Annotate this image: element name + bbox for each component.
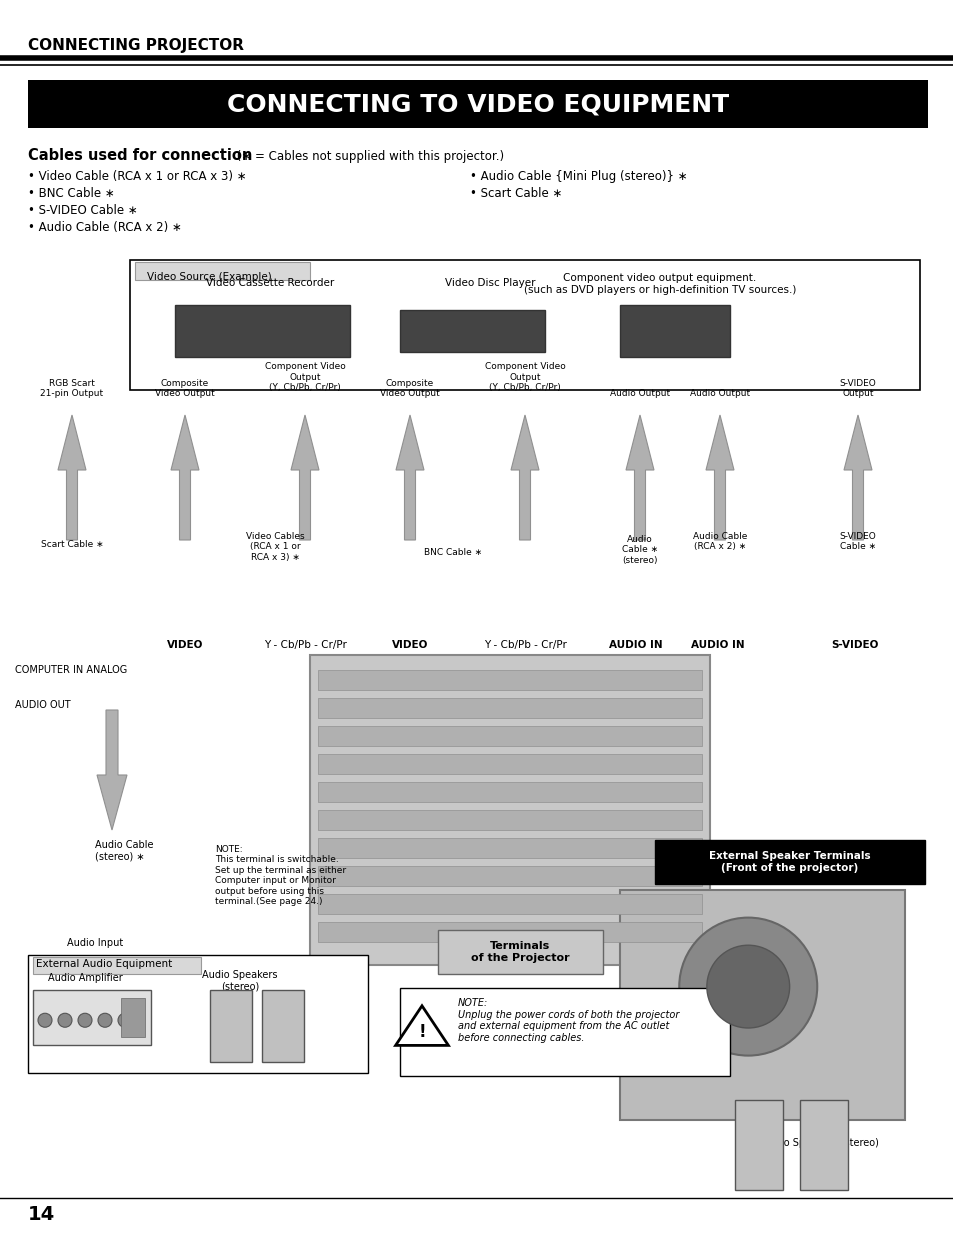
Polygon shape: [395, 1005, 448, 1045]
Bar: [437, 930, 602, 974]
Polygon shape: [58, 415, 86, 540]
Text: Video Cables
(RCA x 1 or
RCA x 3) ∗: Video Cables (RCA x 1 or RCA x 3) ∗: [246, 532, 304, 562]
Text: CONNECTING TO VIDEO EQUIPMENT: CONNECTING TO VIDEO EQUIPMENT: [227, 91, 728, 116]
Text: S-VIDEO: S-VIDEO: [830, 640, 878, 650]
Polygon shape: [625, 415, 654, 540]
Text: Audio Speakers
(stereo): Audio Speakers (stereo): [202, 969, 277, 992]
Bar: [210, 990, 252, 1062]
Text: Audio Output: Audio Output: [609, 389, 669, 398]
Bar: [121, 998, 145, 1037]
Text: (∗ = Cables not supplied with this projector.): (∗ = Cables not supplied with this proje…: [233, 149, 503, 163]
Polygon shape: [97, 710, 127, 830]
Circle shape: [679, 918, 817, 1056]
Text: AUDIO IN: AUDIO IN: [691, 640, 744, 650]
Text: Audio
Cable ∗
(stereo): Audio Cable ∗ (stereo): [621, 535, 658, 564]
Polygon shape: [291, 415, 318, 540]
Circle shape: [706, 945, 789, 1028]
Circle shape: [98, 1013, 112, 1028]
Circle shape: [118, 1013, 132, 1028]
Text: Audio Speakers (stereo): Audio Speakers (stereo): [760, 1137, 878, 1149]
Polygon shape: [171, 415, 199, 540]
Text: Y - Cb/Pb - Cr/Pr: Y - Cb/Pb - Cr/Pr: [483, 640, 566, 650]
Text: External Audio Equipment: External Audio Equipment: [36, 960, 172, 969]
Text: NOTE:
This terminal is switchable.
Set up the terminal as either
Computer input : NOTE: This terminal is switchable. Set u…: [214, 845, 346, 906]
Bar: [317, 923, 701, 942]
Text: Audio Amplifier: Audio Amplifier: [48, 973, 122, 983]
Bar: [317, 810, 701, 830]
Bar: [33, 957, 201, 974]
Polygon shape: [843, 415, 871, 540]
Bar: [317, 755, 701, 774]
Bar: [33, 990, 151, 1045]
Text: VIDEO: VIDEO: [392, 640, 428, 650]
Bar: [135, 262, 310, 280]
Bar: [310, 655, 709, 965]
Text: NOTE:
Unplug the power cords of both the projector
and external equipment from t: NOTE: Unplug the power cords of both the…: [457, 998, 679, 1042]
Polygon shape: [511, 415, 538, 540]
Text: VIDEO: VIDEO: [167, 640, 203, 650]
Text: • Video Cable (RCA x 1 or RCA x 3) ∗: • Video Cable (RCA x 1 or RCA x 3) ∗: [28, 170, 247, 183]
Bar: [317, 726, 701, 746]
Text: Audio Input: Audio Input: [67, 939, 123, 948]
Text: Y - Cb/Pb - Cr/Pr: Y - Cb/Pb - Cr/Pr: [263, 640, 346, 650]
Text: Component Video
Output
(Y, Cb/Pb, Cr/Pr): Component Video Output (Y, Cb/Pb, Cr/Pr): [484, 362, 565, 391]
Text: Audio Cable
(stereo) ∗: Audio Cable (stereo) ∗: [95, 840, 153, 862]
Text: Video Source (Example): Video Source (Example): [147, 272, 272, 282]
Bar: [317, 866, 701, 885]
Text: Composite
Video Output: Composite Video Output: [379, 379, 439, 398]
Text: • BNC Cable ∗: • BNC Cable ∗: [28, 186, 114, 200]
Bar: [734, 1100, 782, 1191]
Bar: [174, 305, 350, 357]
Bar: [130, 261, 919, 390]
Text: • S-VIDEO Cable ∗: • S-VIDEO Cable ∗: [28, 204, 137, 217]
Text: • Audio Cable (RCA x 2) ∗: • Audio Cable (RCA x 2) ∗: [28, 221, 182, 233]
Bar: [619, 890, 904, 1120]
Text: CONNECTING PROJECTOR: CONNECTING PROJECTOR: [28, 38, 244, 53]
Bar: [399, 988, 729, 1076]
Polygon shape: [395, 415, 423, 540]
Bar: [317, 698, 701, 718]
Bar: [317, 671, 701, 690]
Bar: [262, 990, 304, 1062]
Polygon shape: [705, 415, 733, 540]
Text: Component video output equipment.
(such as DVD players or high-definition TV sou: Component video output equipment. (such …: [523, 273, 796, 295]
Text: Scart Cable ∗: Scart Cable ∗: [41, 540, 103, 550]
Text: 14: 14: [28, 1205, 55, 1224]
Bar: [317, 782, 701, 802]
Text: Audio Output: Audio Output: [689, 389, 749, 398]
Text: AUDIO OUT: AUDIO OUT: [15, 700, 71, 710]
Text: BNC Cable ∗: BNC Cable ∗: [423, 548, 481, 557]
Circle shape: [58, 1013, 71, 1028]
Text: AUDIO IN: AUDIO IN: [609, 640, 662, 650]
Text: • Audio Cable {Mini Plug (stereo)} ∗: • Audio Cable {Mini Plug (stereo)} ∗: [470, 170, 687, 183]
Text: S-VIDEO
Output: S-VIDEO Output: [839, 379, 876, 398]
Text: COMPUTER IN ANALOG: COMPUTER IN ANALOG: [15, 664, 127, 676]
Bar: [800, 1100, 847, 1191]
Text: External Speaker Terminals
(Front of the projector): External Speaker Terminals (Front of the…: [708, 851, 870, 873]
Circle shape: [78, 1013, 91, 1028]
Text: !: !: [417, 1023, 425, 1041]
Text: Terminals
of the Projector: Terminals of the Projector: [471, 941, 569, 963]
Bar: [399, 310, 544, 352]
Text: RGB Scart
21-pin Output: RGB Scart 21-pin Output: [40, 379, 104, 398]
Text: S-VIDEO
Cable ∗: S-VIDEO Cable ∗: [839, 532, 876, 551]
Bar: [619, 305, 729, 357]
Bar: [317, 894, 701, 914]
Bar: [28, 80, 927, 128]
Text: Video Disc Player: Video Disc Player: [444, 278, 535, 288]
Bar: [317, 839, 701, 858]
Text: • Scart Cable ∗: • Scart Cable ∗: [470, 186, 561, 200]
Text: Composite
Video Output: Composite Video Output: [155, 379, 214, 398]
Circle shape: [38, 1013, 52, 1028]
Text: Cables used for connection: Cables used for connection: [28, 148, 253, 163]
Bar: [28, 955, 368, 1073]
Text: Audio Cable
(RCA x 2) ∗: Audio Cable (RCA x 2) ∗: [692, 532, 746, 551]
Text: Component Video
Output
(Y, Cb/Pb, Cr/Pr): Component Video Output (Y, Cb/Pb, Cr/Pr): [264, 362, 345, 391]
Bar: [655, 840, 924, 884]
Text: Video Cassette Recorder: Video Cassette Recorder: [206, 278, 334, 288]
